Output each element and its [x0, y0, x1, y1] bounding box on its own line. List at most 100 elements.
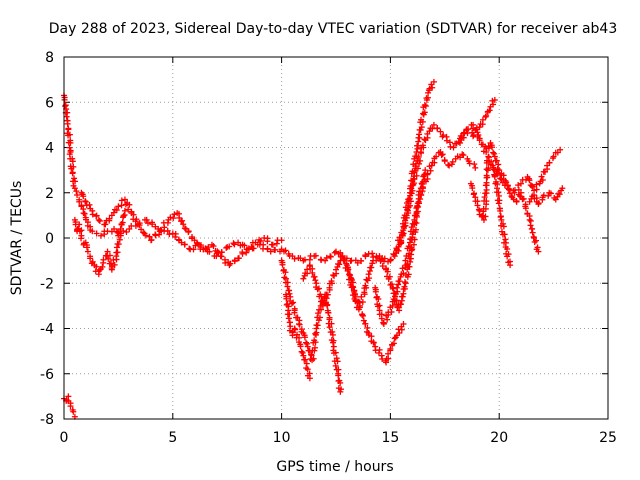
data-point-s4-interp [333, 355, 340, 362]
data-point-s9-interp [406, 195, 413, 202]
data-point-s9 [491, 96, 498, 103]
data-point-s10-interp [478, 141, 485, 148]
data-point-s12-interp [538, 173, 545, 180]
data-point-s11-interp [499, 231, 506, 238]
data-point-s3-interp [106, 215, 113, 222]
data-point-s3-interp [96, 217, 103, 224]
data-point-s3 [95, 216, 102, 223]
data-point-s1-interp [69, 170, 76, 177]
data-point-s10-interp [508, 193, 515, 200]
data-point-s10-interp [527, 222, 534, 229]
data-point-s9-interp [413, 172, 420, 179]
data-point-s5-interp [298, 348, 305, 355]
data-point-s4-interp [312, 330, 319, 337]
data-point-s3-interp [215, 249, 222, 256]
data-point-s8 [446, 162, 453, 169]
data-point-s8-interp [410, 228, 417, 235]
data-point-s10-interp [513, 197, 520, 204]
y-tick-label: 4 [45, 141, 54, 157]
data-point-s1-interp [61, 96, 68, 103]
data-point-s12-interp [503, 179, 510, 186]
data-point-s8-interp [460, 152, 467, 159]
x-tick-label: 0 [60, 430, 69, 446]
data-point-s8-interp [397, 273, 404, 280]
data-point-s8-interp [449, 158, 456, 165]
data-point-s13 [559, 185, 566, 192]
data-point-s4-interp [291, 309, 298, 316]
data-point-s7-interp [380, 258, 387, 265]
data-point-s6-interp [311, 273, 318, 280]
data-point-s10-interp [485, 143, 492, 150]
data-point-s1-interp [327, 253, 334, 260]
data-point-s1-interp [65, 132, 72, 139]
data-point-s10-interp [522, 205, 529, 212]
data-point-s2-interp [106, 252, 113, 259]
data-point-s1-interp [396, 234, 403, 241]
y-tick-label: 0 [45, 231, 54, 247]
data-point-s4 [326, 316, 333, 323]
data-point-s10-interp [532, 237, 539, 244]
data-point-s3-interp [273, 240, 280, 247]
data-point-s4-interp [334, 358, 341, 365]
data-point-s10-interp [489, 144, 496, 151]
data-point-s3-interp [227, 260, 234, 267]
data-point-s9-interp [421, 136, 428, 143]
data-point-s12-interp [515, 186, 522, 193]
data-point-s3-interp [218, 253, 225, 260]
data-point-s1-interp [429, 84, 436, 91]
data-point-s9-interp [402, 214, 409, 221]
data-point-s8-interp [400, 270, 407, 277]
data-point-s1-interp [337, 249, 344, 256]
data-point-s13-interp [535, 200, 542, 207]
data-point-s1-interp [412, 153, 419, 160]
data-point-s5-interp [299, 349, 306, 356]
data-point-s11-interp [495, 200, 502, 207]
data-point-s1-interp [381, 255, 388, 262]
data-point-s7-interp [379, 263, 386, 270]
data-point-s6-interp [314, 286, 321, 293]
data-point-s12 [498, 176, 505, 183]
x-tick-label: 15 [381, 430, 399, 446]
data-point-s9-interp [400, 230, 407, 237]
data-point-s3-interp [257, 237, 264, 244]
data-point-s3-interp [180, 221, 187, 228]
data-point-s3-interp [80, 193, 87, 200]
data-point-s1-interp [421, 102, 428, 109]
data-point-s11-interp [482, 190, 489, 197]
data-point-s3-interp [170, 215, 177, 222]
data-point-s7-interp [385, 275, 392, 282]
data-point-s4 [337, 388, 344, 395]
data-point-s10 [457, 139, 464, 146]
data-point-s8-interp [372, 288, 379, 295]
data-point-s8-interp [427, 167, 434, 174]
data-point-s8-interp [390, 296, 397, 303]
data-point-s6-interp [309, 269, 316, 276]
data-point-s2-interp [116, 236, 123, 243]
data-point-s8-interp [471, 161, 478, 168]
data-point-s7-interp [405, 271, 412, 278]
data-point-s3 [102, 221, 109, 228]
data-point-s4-interp [290, 299, 297, 306]
data-point-s8 [472, 164, 479, 171]
data-point-s1-interp [66, 144, 73, 151]
data-point-s8-interp [415, 204, 422, 211]
data-point-s6-interp [396, 329, 403, 336]
data-point-s6-interp [360, 312, 367, 319]
data-point-s4-interp [326, 324, 333, 331]
data-point-s6-interp [336, 261, 343, 268]
data-point-s9 [391, 253, 398, 260]
data-point-s11-interp [469, 185, 476, 192]
data-point-s3-interp [140, 229, 147, 236]
data-point-s8-interp [404, 260, 411, 267]
data-point-s9-interp [406, 202, 413, 209]
chart-title: Day 288 of 2023, Sidereal Day-to-day VTE… [49, 21, 618, 37]
data-point-s3-interp [86, 201, 93, 208]
data-point-s9-interp [486, 107, 493, 114]
data-point-s4-interp [293, 314, 300, 321]
data-point-s1-interp [418, 124, 425, 131]
data-point-s1-interp [231, 241, 238, 248]
data-point-s1-interp [291, 255, 298, 262]
data-point-s6-interp [330, 272, 337, 279]
data-point-s8-interp [417, 192, 424, 199]
data-point-s5 [300, 352, 307, 359]
